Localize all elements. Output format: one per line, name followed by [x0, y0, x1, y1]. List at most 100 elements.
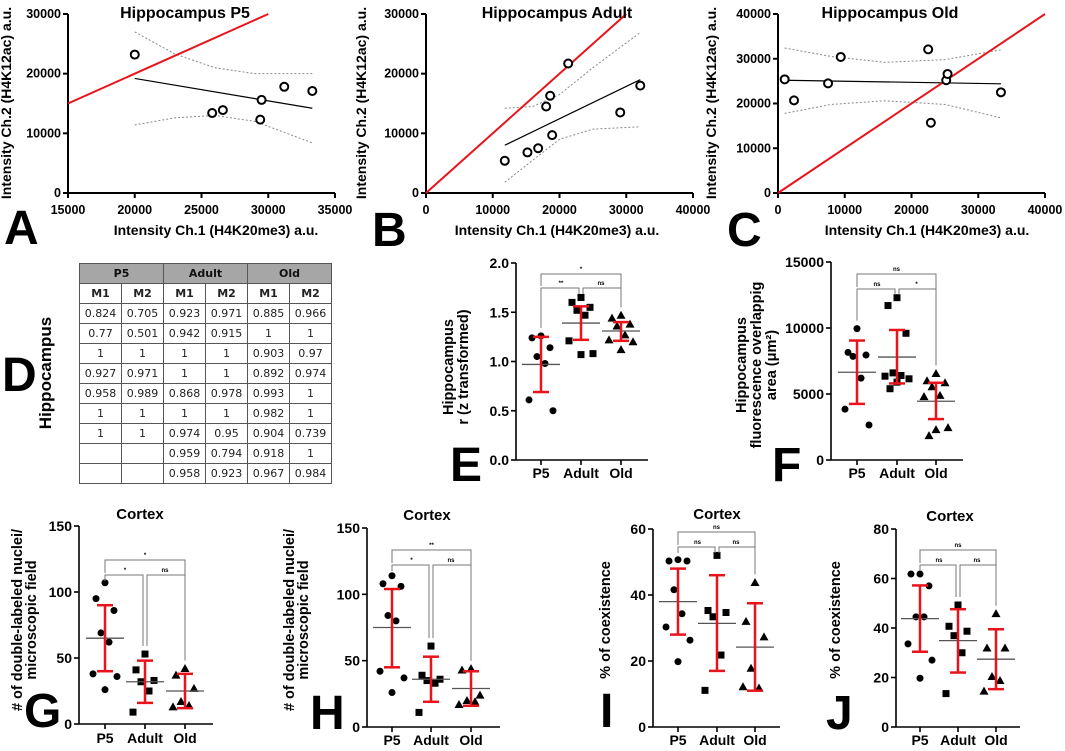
data-point-circle [101, 686, 109, 694]
data-point-circle [92, 595, 100, 603]
table-row: 0.927 0.971 1 1 0.892 0.974 [79, 363, 332, 384]
data-point-circle [920, 613, 928, 621]
data-point-square [945, 622, 953, 630]
x-tick-label: 30000 [961, 203, 996, 217]
significance-label: * [124, 568, 127, 574]
category-label: Adult [413, 732, 449, 748]
significance-label: * [915, 282, 918, 288]
data-point-square [884, 302, 892, 310]
data-point-triangle [462, 695, 472, 704]
x-tick-label: 30000 [251, 203, 286, 217]
identity-line [67, 13, 269, 105]
y-axis-label: # of double-labeled nuclei/ [10, 529, 26, 711]
data-point-square [577, 351, 585, 359]
table-cell: 1 [289, 383, 332, 404]
table-row: 0.824 0.705 0.923 0.971 0.885 0.966 [79, 303, 332, 324]
table-column-header: M1 M2 M1 M2 M1 M2 [79, 283, 332, 304]
y-tick-label: 100 [337, 586, 361, 602]
data-point-square [889, 369, 897, 377]
significance-label: ns [873, 282, 881, 288]
table-cell: 0.982 [247, 403, 290, 424]
data-point-circle [388, 572, 396, 580]
x-axis-label: Intensity Ch.1 (H4K20me3) a.u. [114, 222, 319, 238]
category-label: P5 [848, 465, 865, 481]
data-point-circle [665, 557, 673, 565]
ci-lower-band [504, 126, 641, 183]
y-tick-label: 0 [54, 186, 61, 200]
data-point [207, 108, 218, 119]
data-point [279, 81, 290, 92]
y-axis-label: Intensity Ch.2 (H4K12ac) a.u. [353, 7, 369, 199]
significance-label: ns [447, 558, 455, 564]
data-point-circle [105, 638, 113, 646]
data-point-triangle [475, 690, 485, 699]
data-point-circle [388, 689, 396, 697]
data-point-circle [549, 407, 557, 415]
y-tick-label: 20 [630, 653, 646, 669]
y-tick-label: 60 [873, 571, 889, 587]
data-point-circle [113, 672, 121, 680]
y-tick-label: 0 [412, 186, 419, 200]
data-point [522, 147, 533, 158]
data-point-circle [400, 674, 408, 682]
data-point-triangle [620, 330, 630, 339]
table-cell [79, 443, 122, 464]
dot-plot-4: 0 5000 10000 15000 P5 Adult Old ns ns * Hippocampu… [734, 254, 963, 481]
data-point [217, 105, 228, 116]
data-point-triangle [987, 672, 997, 681]
y-tick-label: 20000 [736, 97, 771, 111]
panel-letter-j: J [826, 687, 853, 740]
chart-title: Cortex [116, 506, 164, 523]
table-cell [121, 463, 164, 484]
table-cell: 0.794 [205, 443, 248, 464]
y-axis-label: microscopic field [24, 560, 40, 679]
table-cell: 0.974 [289, 363, 332, 384]
data-point-circle [912, 613, 920, 621]
table-cell: 0.958 [79, 383, 122, 404]
table-row: 0.959 0.794 0.918 1 [79, 443, 332, 464]
group-header: P5 [79, 263, 164, 284]
data-point [789, 95, 800, 106]
y-tick-label: 1.0 [490, 354, 510, 370]
table-cell: 1 [205, 343, 248, 364]
y-tick-label: 0 [881, 719, 889, 735]
data-point-square [717, 651, 725, 659]
data-point-square [427, 642, 435, 650]
group-header: Adult [163, 263, 248, 284]
data-point-triangle [741, 616, 751, 625]
table-cell [121, 443, 164, 464]
table-cell: 0.984 [289, 463, 332, 484]
table-cell: 0.927 [79, 363, 122, 384]
y-axis-label: # of double-labeled nuclei/ [282, 529, 298, 711]
data-point-circle [928, 656, 936, 664]
data-point [823, 78, 834, 89]
data-point-triangle [171, 670, 181, 679]
dot-plot-8: 0 20 40 60 80 P5 Adult Old ns ns ns Cortex % of coex… [828, 508, 1020, 748]
data-point-triangle [991, 609, 1001, 618]
table-cell: 1 [163, 343, 206, 364]
data-point-circle [376, 667, 384, 675]
significance-bracket [391, 564, 430, 639]
table-side-label: Hippocampus [36, 316, 55, 430]
data-point-square [431, 679, 439, 687]
data-point-square [958, 649, 966, 657]
data-point [942, 68, 953, 79]
data-point [129, 49, 140, 60]
table-cell: 1 [121, 423, 164, 444]
data-point-circle [849, 352, 857, 360]
data-point-square [132, 666, 140, 674]
data-point [255, 114, 266, 125]
significance-bracket [540, 273, 622, 308]
y-axis-label: Hippocampus [441, 319, 457, 415]
dot-plot-5: 0 50 100 150 P5 Adult Old * * ns Cortex # of double… [10, 506, 213, 746]
chart-title: Hippocampus Adult [482, 5, 633, 22]
panel-letter-f: F [772, 439, 802, 492]
data-point-triangle [919, 392, 929, 401]
data-point-circle [907, 570, 915, 578]
data-point-triangle [625, 319, 635, 328]
significance-bracket [104, 574, 144, 647]
data-point-circle [686, 636, 694, 644]
table-cell: 1 [205, 363, 248, 384]
chart-title: Cortex [693, 506, 741, 523]
